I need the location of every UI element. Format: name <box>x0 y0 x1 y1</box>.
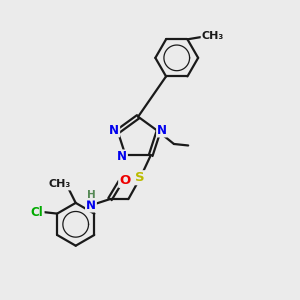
Text: N: N <box>157 124 167 136</box>
Text: N: N <box>109 124 119 136</box>
Text: S: S <box>136 171 145 184</box>
Text: Cl: Cl <box>31 206 44 219</box>
Text: N: N <box>117 150 127 164</box>
Text: N: N <box>86 199 96 212</box>
Text: H: H <box>87 190 95 200</box>
Text: CH₃: CH₃ <box>49 179 71 190</box>
Text: O: O <box>119 174 130 187</box>
Text: CH₃: CH₃ <box>202 32 224 41</box>
